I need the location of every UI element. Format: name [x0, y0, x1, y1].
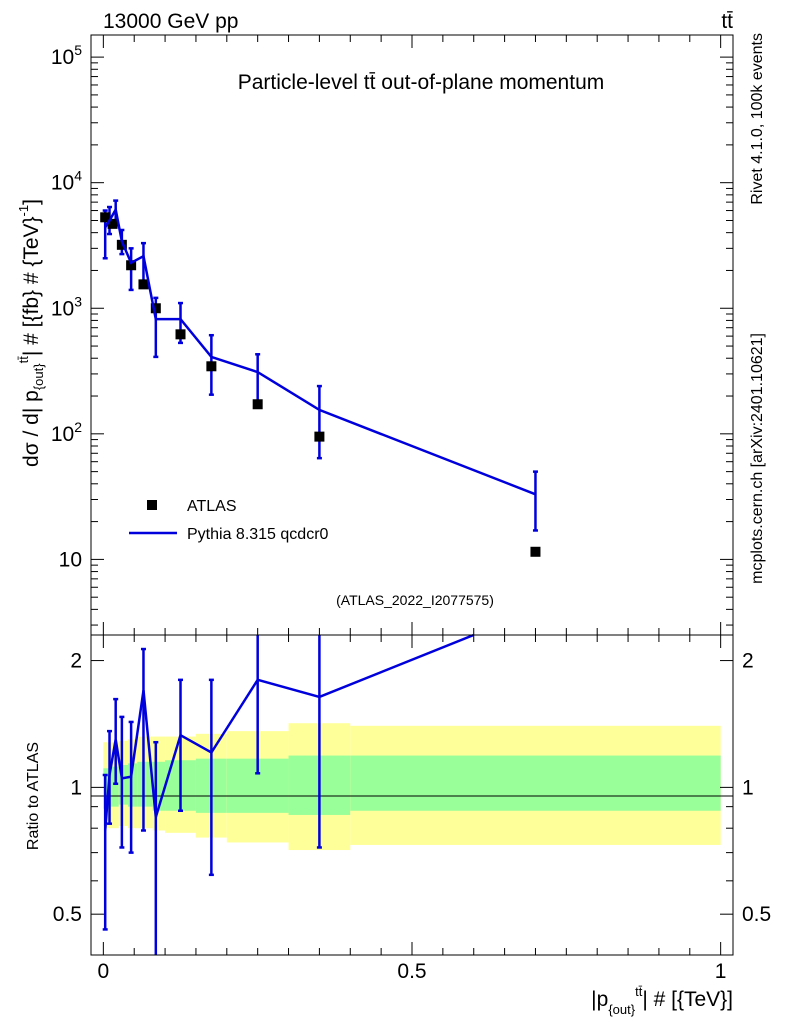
legend-atlas-marker [147, 500, 157, 510]
ratio-band-inner [350, 755, 721, 811]
main-y-tick-label: 105 [51, 42, 82, 69]
atlas-data-point [252, 399, 263, 410]
main-y-tick-label: 10 [59, 548, 82, 571]
header-right-label: tt̄ [721, 10, 733, 33]
ratio-ticks [91, 635, 733, 955]
mc-line [104, 206, 536, 496]
atlas-data-point [126, 260, 137, 271]
main-y-tick-label: 104 [51, 168, 82, 195]
atlas-data-point [138, 279, 149, 290]
x-tick-labels: 0 0.5 1 [98, 960, 727, 983]
ratio-band-inner [137, 761, 153, 807]
atlas-data-point [100, 212, 111, 223]
atlas-data-point [175, 329, 186, 340]
ratio-mc-line [103, 633, 475, 831]
main-y-tick-labels: 10 102 103 104 105 [51, 42, 82, 571]
ratio-band-inner [110, 766, 119, 807]
x-tick-label: 1 [715, 960, 727, 983]
header-left-label: 13000 GeV pp [103, 10, 238, 33]
ratio-panel: 0.5 0.51 12 2 0 0.5 1 Ratio to ATLAS |p{out}t… [25, 633, 771, 1017]
chart-title: Particle-level tt̄ out-of-plane momentum [238, 71, 605, 94]
ratio-bands [103, 723, 721, 851]
ratio-band-inner [128, 763, 138, 807]
main-series [100, 199, 541, 557]
atlas-data-point [116, 239, 127, 250]
analysis-tag: (ATLAS_2022_I2077575) [336, 592, 494, 608]
atlas-data-point [314, 431, 325, 442]
ratio-frame [90, 634, 734, 956]
ratio-series [102, 633, 475, 955]
mcplots-label: mcplots.cern.ch [arXiv:2401.10621] [749, 333, 766, 584]
main-panel: 10 102 103 104 105 Particle-level tt̄ out-of… [16, 34, 734, 636]
atlas-data-point [107, 218, 118, 229]
x-tick-label: 0 [98, 960, 110, 983]
x-axis-label: |p{out}tt̄| # [{TeV}] [591, 984, 733, 1017]
legend-atlas-label: ATLAS [187, 498, 237, 515]
main-y-tick-label: 103 [51, 293, 82, 320]
ratio-y-axis-label: Ratio to ATLAS [25, 742, 42, 850]
ratio-y-tick-label-right: 2 [742, 650, 754, 673]
ratio-y-tick-label-left: 2 [70, 650, 82, 673]
ratio-y-tick-label-right: 0.5 [742, 903, 771, 926]
ratio-y-tick-label-left: 1 [70, 776, 82, 799]
main-y-tick-label: 102 [51, 419, 82, 446]
main-ticks [91, 35, 733, 635]
main-frame [90, 34, 734, 636]
rivet-label: Rivet 4.1.0, 100k events [749, 33, 766, 205]
legend-pythia-label: Pythia 8.315 qcdcr0 [187, 526, 329, 543]
atlas-data-point [150, 303, 161, 314]
ratio-y-tick-label-right: 1 [742, 776, 754, 799]
ratio-y-tick-labels: 0.5 0.5 1 1 2 2 [53, 650, 771, 927]
ratio-y-tick-label-left: 0.5 [53, 903, 82, 926]
main-y-axis-label: dσ / d| p{out}tt̄| # [{fb} # {TeV}-1] [16, 199, 46, 467]
atlas-data-point [530, 546, 541, 557]
ratio-band-inner [118, 765, 129, 805]
x-tick-label: 0.5 [397, 960, 426, 983]
atlas-data-point [206, 361, 217, 372]
